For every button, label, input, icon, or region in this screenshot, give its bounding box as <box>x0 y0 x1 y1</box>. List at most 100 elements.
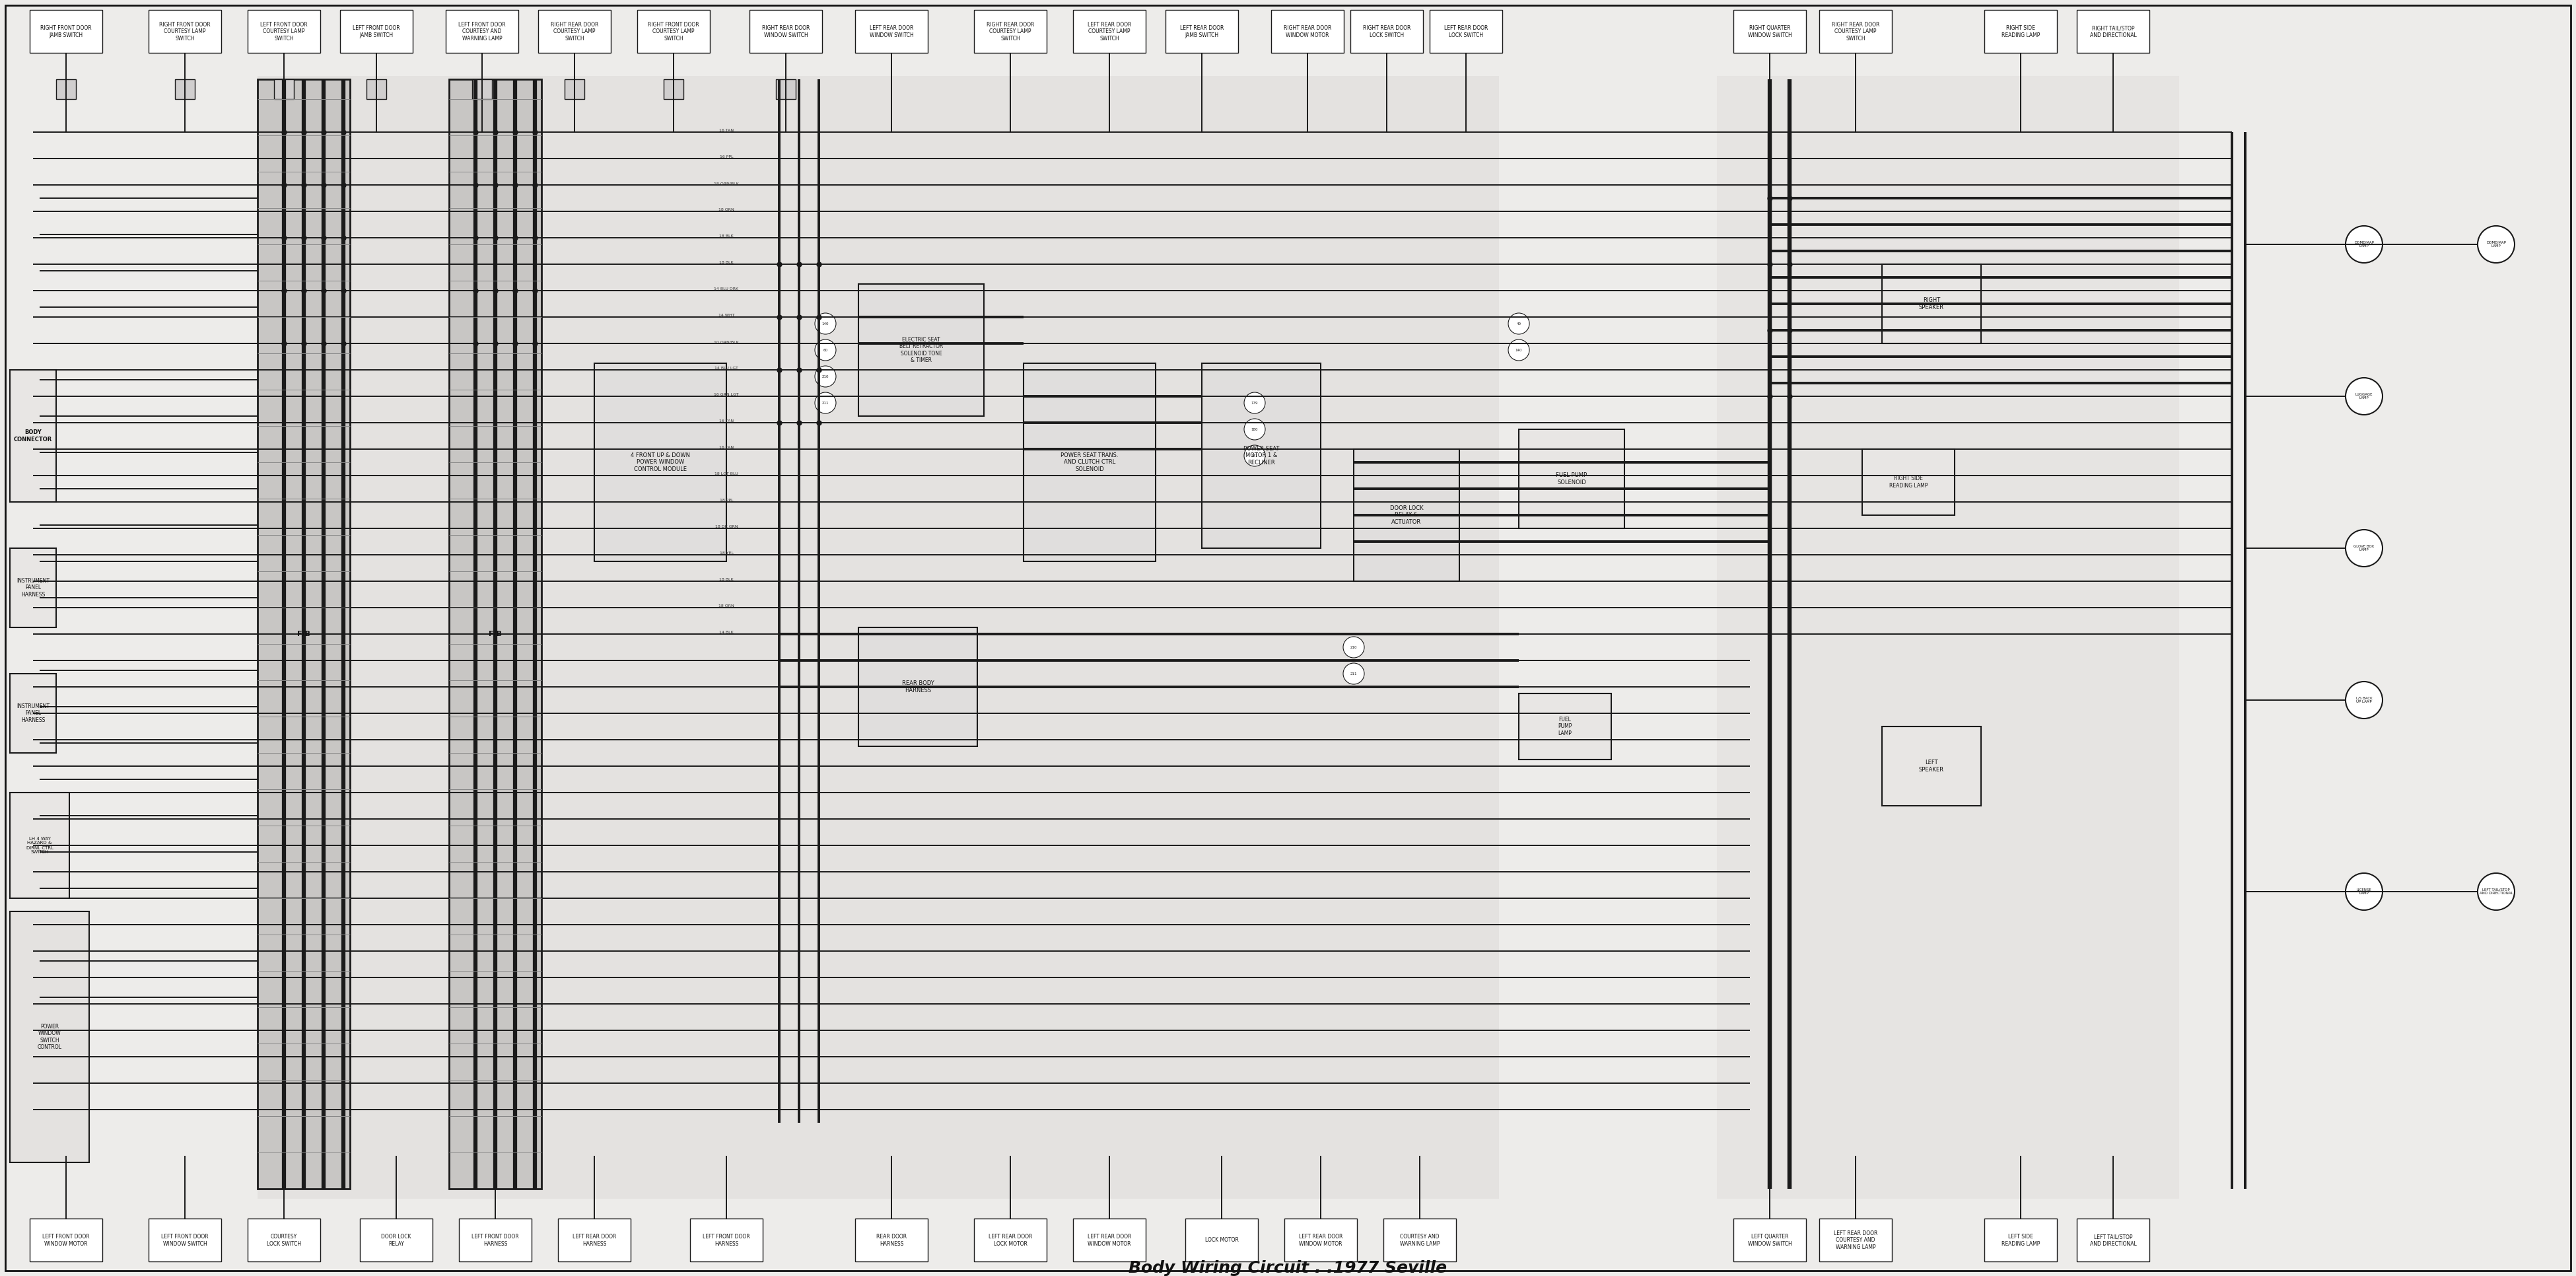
Text: POWER SEAT
MOTOR 1 &
RECLINER: POWER SEAT MOTOR 1 & RECLINER <box>1244 445 1280 466</box>
Text: 60: 60 <box>824 348 827 352</box>
Bar <box>1355 449 1461 581</box>
Bar <box>1350 10 1422 52</box>
Text: 140: 140 <box>1515 348 1522 352</box>
Circle shape <box>2347 873 2383 910</box>
Text: LOCK MOTOR: LOCK MOTOR <box>1206 1238 1239 1243</box>
Text: 211: 211 <box>822 401 829 404</box>
Bar <box>1520 429 1625 528</box>
Text: LEFT QUARTER
WINDOW SWITCH: LEFT QUARTER WINDOW SWITCH <box>1747 1234 1793 1247</box>
Bar <box>247 1219 319 1262</box>
Text: POWER
WINDOW
SWITCH
CONTROL: POWER WINDOW SWITCH CONTROL <box>36 1023 62 1050</box>
Bar <box>459 1219 531 1262</box>
Bar <box>1270 10 1345 52</box>
Text: 179: 179 <box>1252 401 1257 404</box>
Bar <box>1862 449 1955 516</box>
Bar <box>31 1219 103 1262</box>
Bar <box>974 10 1046 52</box>
Bar <box>247 10 319 52</box>
Circle shape <box>1244 419 1265 440</box>
Text: 16 TAN: 16 TAN <box>719 420 734 422</box>
Text: LEFT FRONT DOOR
WINDOW SWITCH: LEFT FRONT DOOR WINDOW SWITCH <box>162 1234 209 1247</box>
Bar <box>538 10 611 52</box>
Bar <box>1164 10 1239 52</box>
Bar <box>258 79 350 1189</box>
Circle shape <box>1244 445 1265 466</box>
Text: COURTESY
LOCK SWITCH: COURTESY LOCK SWITCH <box>268 1234 301 1247</box>
Text: 18 DK GRN: 18 DK GRN <box>716 524 737 528</box>
Text: LEFT FRONT DOOR
COURTESY AND
WARNING LAMP: LEFT FRONT DOOR COURTESY AND WARNING LAM… <box>459 22 505 42</box>
Text: RIGHT FRONT DOOR
COURTESY LAMP
SWITCH: RIGHT FRONT DOOR COURTESY LAMP SWITCH <box>649 22 698 42</box>
Text: 14 BLU DRK: 14 BLU DRK <box>714 287 739 291</box>
Bar <box>149 10 222 52</box>
Bar <box>175 79 196 100</box>
Text: Body Wiring Circuit . .1977 Seville: Body Wiring Circuit . .1977 Seville <box>1128 1261 1448 1276</box>
Circle shape <box>1342 637 1365 658</box>
Circle shape <box>814 392 837 413</box>
Bar <box>10 792 70 898</box>
Bar <box>1023 364 1157 561</box>
Text: LEFT TAIL/STOP
AND DIRECTIONAL: LEFT TAIL/STOP AND DIRECTIONAL <box>2478 888 2512 896</box>
Text: RIGHT FRONT DOOR
COURTESY LAMP
SWITCH: RIGHT FRONT DOOR COURTESY LAMP SWITCH <box>160 22 211 42</box>
Text: F/B: F/B <box>489 630 502 637</box>
Text: 10 ORN/BLK: 10 ORN/BLK <box>714 341 739 343</box>
Bar <box>690 1219 762 1262</box>
Circle shape <box>2347 226 2383 263</box>
Bar <box>2076 10 2148 52</box>
Bar <box>258 77 1499 1198</box>
Circle shape <box>1507 339 1530 361</box>
Text: LEFT TAIL/STOP
AND DIRECTIONAL: LEFT TAIL/STOP AND DIRECTIONAL <box>2089 1234 2136 1247</box>
Text: INSTRUMENT
PANEL
HARNESS: INSTRUMENT PANEL HARNESS <box>15 578 49 597</box>
Text: 14 BLK: 14 BLK <box>719 630 734 634</box>
Bar <box>858 285 984 416</box>
Text: 210: 210 <box>1350 646 1358 649</box>
Text: 16 GRN LGT: 16 GRN LGT <box>714 393 739 397</box>
Bar <box>340 10 412 52</box>
Text: DOME/MAP
LAMP: DOME/MAP LAMP <box>2354 241 2375 248</box>
Text: LEFT REAR DOOR
WINDOW SWITCH: LEFT REAR DOOR WINDOW SWITCH <box>871 26 914 38</box>
Text: LEFT FRONT DOOR
JAMB SWITCH: LEFT FRONT DOOR JAMB SWITCH <box>353 26 399 38</box>
Text: RIGHT TAIL/STOP
AND DIRECTIONAL: RIGHT TAIL/STOP AND DIRECTIONAL <box>2089 26 2136 38</box>
Bar <box>564 79 585 100</box>
Text: 18 ORN: 18 ORN <box>719 605 734 607</box>
Text: LEFT FRONT DOOR
WINDOW MOTOR: LEFT FRONT DOOR WINDOW MOTOR <box>41 1234 90 1247</box>
Text: REAR DOOR
HARNESS: REAR DOOR HARNESS <box>876 1234 907 1247</box>
Text: 16 TAN: 16 TAN <box>719 445 734 449</box>
Text: COURTESY AND
WARNING LAMP: COURTESY AND WARNING LAMP <box>1399 1234 1440 1247</box>
Text: LEFT FRONT DOOR
HARNESS: LEFT FRONT DOOR HARNESS <box>471 1234 518 1247</box>
Text: DOOR LOCK
RELAY: DOOR LOCK RELAY <box>381 1234 412 1247</box>
Text: F/B: F/B <box>296 630 309 637</box>
Text: RIGHT REAR DOOR
COURTESY LAMP
SWITCH: RIGHT REAR DOOR COURTESY LAMP SWITCH <box>551 22 598 42</box>
Circle shape <box>2347 530 2383 567</box>
Text: L/S BACK
UP LAMP: L/S BACK UP LAMP <box>2357 697 2372 703</box>
Bar <box>149 1219 222 1262</box>
Bar <box>1430 10 1502 52</box>
Bar <box>858 628 976 746</box>
Bar <box>1819 1219 1891 1262</box>
Text: RIGHT REAR DOOR
LOCK SWITCH: RIGHT REAR DOOR LOCK SWITCH <box>1363 26 1412 38</box>
Text: LEFT REAR DOOR
LOCK MOTOR: LEFT REAR DOOR LOCK MOTOR <box>989 1234 1033 1247</box>
Text: BODY
CONNECTOR: BODY CONNECTOR <box>13 430 52 443</box>
Bar <box>1883 264 1981 343</box>
Text: 18 BLK: 18 BLK <box>719 235 734 237</box>
Text: GLOVE BOX
LAMP: GLOVE BOX LAMP <box>2354 545 2375 551</box>
Bar <box>559 1219 631 1262</box>
Text: RIGHT SIDE
READING LAMP: RIGHT SIDE READING LAMP <box>1888 476 1927 489</box>
Bar <box>446 10 518 52</box>
Text: DOOR LOCK
RELAY &
ACTUATOR: DOOR LOCK RELAY & ACTUATOR <box>1391 505 1425 524</box>
Bar <box>10 549 57 628</box>
Bar <box>1074 10 1146 52</box>
Circle shape <box>2478 873 2514 910</box>
Bar <box>31 10 103 52</box>
Text: LUGGAGE
LAMP: LUGGAGE LAMP <box>2354 393 2372 399</box>
Bar <box>1716 77 2179 1198</box>
Text: LEFT REAR DOOR
HARNESS: LEFT REAR DOOR HARNESS <box>572 1234 616 1247</box>
Text: LEFT REAR DOOR
JAMB SWITCH: LEFT REAR DOOR JAMB SWITCH <box>1180 26 1224 38</box>
Text: FUEL PUMP
SOLENOID: FUEL PUMP SOLENOID <box>1556 472 1587 485</box>
Text: RIGHT REAR DOOR
COURTESY LAMP
SWITCH: RIGHT REAR DOOR COURTESY LAMP SWITCH <box>987 22 1033 42</box>
Text: LEFT SIDE
READING LAMP: LEFT SIDE READING LAMP <box>2002 1234 2040 1247</box>
Bar <box>1285 1219 1358 1262</box>
Text: 18 YEL: 18 YEL <box>719 551 734 555</box>
Bar <box>595 364 726 561</box>
Text: FUEL
PUMP
LAMP: FUEL PUMP LAMP <box>1558 717 1571 736</box>
Bar <box>10 674 57 753</box>
